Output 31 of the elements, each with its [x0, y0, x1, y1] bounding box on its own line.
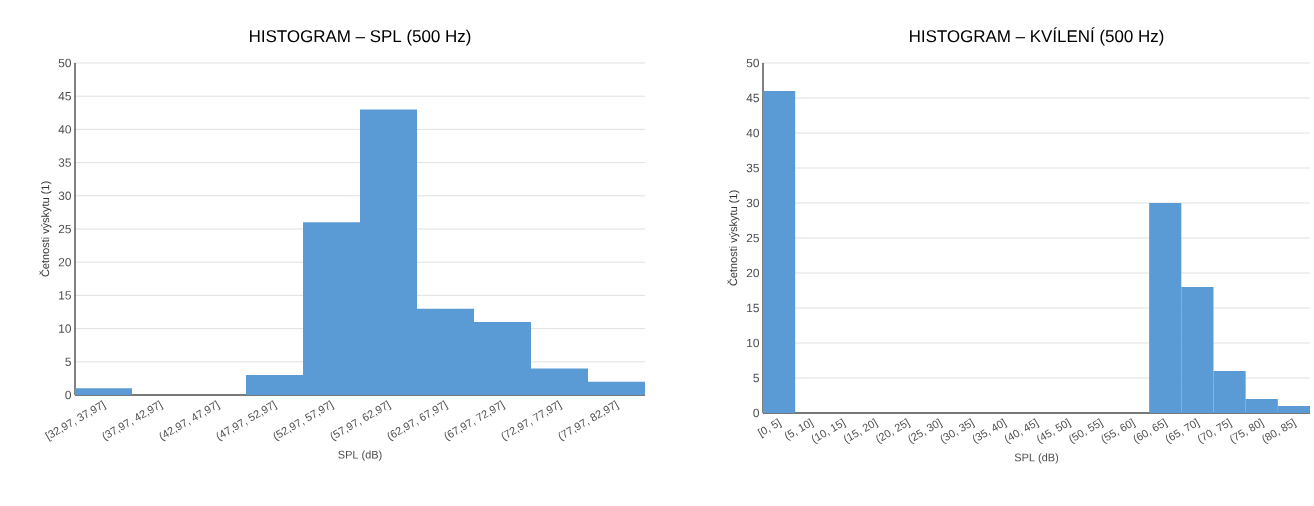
- y-tick-label: 15: [747, 303, 759, 313]
- y-tick-label: 45: [746, 93, 759, 103]
- y-tick-label: 20: [58, 257, 72, 267]
- y-tick-label: 25: [746, 233, 759, 243]
- y-tick-label: 0: [753, 408, 760, 418]
- y-tick-label: 45: [58, 92, 71, 101]
- y-tick-label: 15: [59, 291, 71, 300]
- chart-title: HISTOGRAM – SPL (500 Hz): [250, 29, 471, 46]
- y-axis-title: Četnosti výskytu (1): [727, 190, 740, 286]
- y-tick-label: 30: [58, 191, 72, 201]
- y-tick-label: 20: [746, 268, 760, 278]
- x-tick-label: [0, 5]: [757, 418, 783, 439]
- y-tick-label: 30: [746, 198, 760, 208]
- chart-title: HISTOGRAM – KVÍLENÍ (500 Hz): [910, 27, 1164, 46]
- y-tick-label: 0: [65, 390, 72, 400]
- y-tick-label: 40: [746, 128, 760, 138]
- bar: [763, 91, 796, 413]
- bar: [75, 388, 132, 395]
- x-axis-title: SPL (dB): [1014, 453, 1059, 464]
- x-axis-title: SPL (dB): [338, 450, 382, 461]
- y-tick-label: 35: [746, 163, 759, 173]
- y-tick-label: 35: [58, 158, 71, 167]
- y-tick-label: 25: [58, 224, 71, 234]
- y-tick-label: 5: [753, 373, 759, 383]
- y-tick-label: 40: [58, 125, 72, 134]
- y-tick-label: 10: [747, 338, 760, 348]
- y-tick-label: 5: [65, 357, 71, 366]
- y-tick-label: 50: [58, 58, 72, 68]
- y-axis-title: Četnosti výskytu (1): [39, 181, 52, 277]
- y-tick-label: 50: [746, 58, 760, 68]
- y-tick-label: 10: [59, 324, 72, 333]
